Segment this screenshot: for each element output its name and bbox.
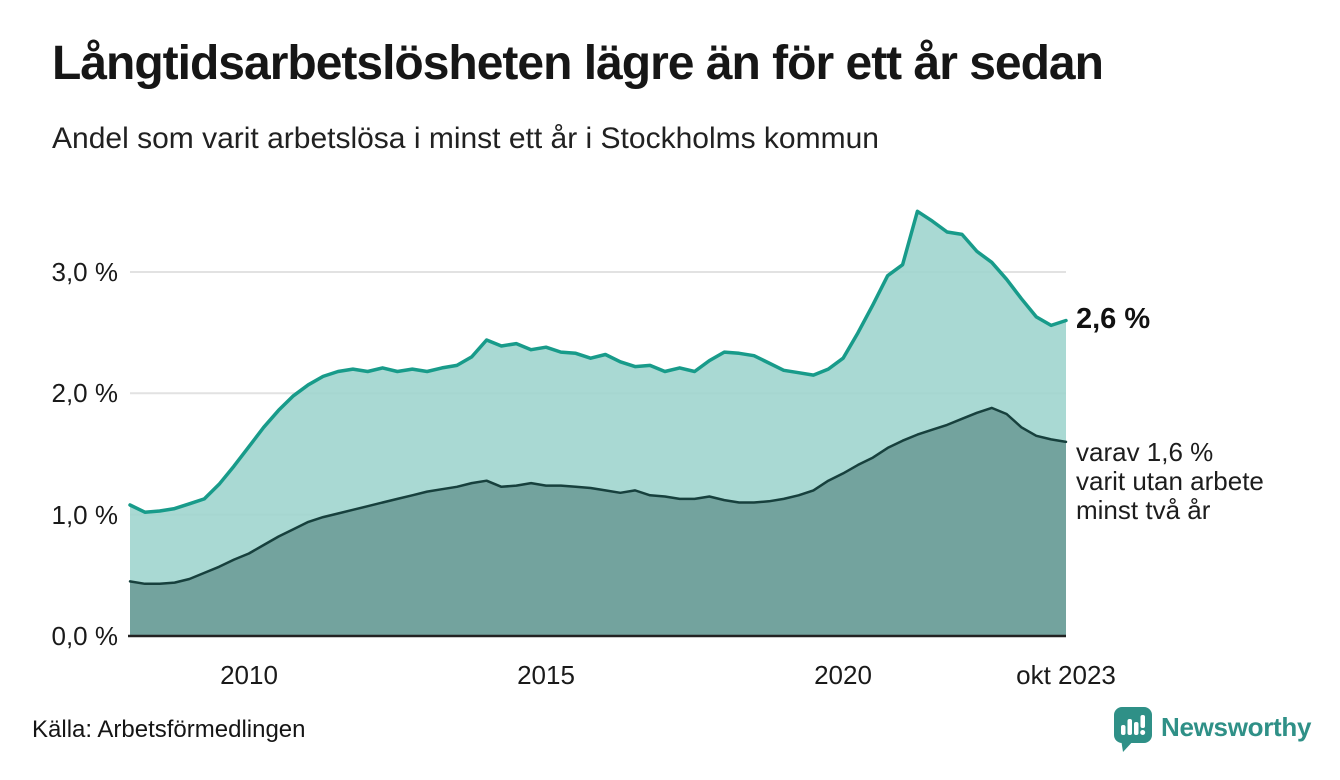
x-tick-2010: 2010: [220, 660, 278, 690]
newsworthy-logo-icon: [1114, 707, 1152, 752]
source-note: Källa: Arbetsförmedlingen: [32, 716, 306, 743]
y-tick-2: 2,0 %: [51, 378, 119, 409]
y-tick-1: 1,0 %: [51, 499, 119, 530]
y-tick-0: 0,0 %: [51, 621, 119, 651]
x-tick-2020: 2020: [814, 660, 872, 690]
chart-subtitle: Andel som varit arbetslösa i minst ett å…: [52, 122, 879, 155]
chart-title: Långtidsarbetslösheten lägre än för ett …: [52, 37, 1104, 90]
end-label-two-years: varav 1,6 % varit utan arbete minst två …: [1076, 436, 1264, 525]
line-minst-tva-ar: [128, 406, 1068, 586]
x-tick-okt-2023: okt 2023: [1016, 660, 1116, 690]
newsworthy-logo-text: Newsworthy: [1161, 712, 1312, 742]
x-tick-2015: 2015: [517, 660, 575, 690]
bar-chart-exclamation-icon: [1121, 715, 1146, 735]
newsworthy-logo: Newsworthy: [1113, 706, 1311, 753]
end-label-total: 2,6 %: [1076, 302, 1151, 335]
line-minst-ett-ar: [128, 209, 1068, 514]
area-fill-minst-tva-ar: [130, 407, 1066, 636]
y-tick-3: 3,0 %: [51, 257, 119, 287]
